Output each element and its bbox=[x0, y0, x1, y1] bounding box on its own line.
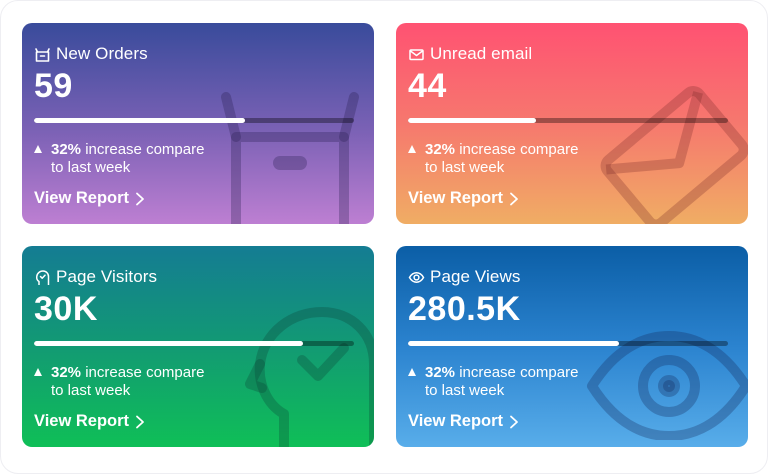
stat-label: increase compare bbox=[459, 364, 579, 381]
stat-label-2: to last week bbox=[425, 382, 505, 399]
stat-label-2: to last week bbox=[425, 159, 505, 176]
stat-percent: 32% bbox=[51, 141, 82, 158]
card-value: 59 bbox=[34, 67, 73, 105]
stat-label-2: to last week bbox=[51, 159, 131, 176]
card-value: 30K bbox=[34, 290, 98, 328]
card-value: 44 bbox=[408, 67, 447, 105]
stat-percent: 32% bbox=[51, 364, 82, 381]
chevron-right-icon bbox=[510, 415, 518, 428]
progress-bar bbox=[34, 118, 354, 123]
card-title: Page Visitors bbox=[56, 267, 158, 286]
view-report-link[interactable]: View Report bbox=[34, 412, 145, 431]
arrow-up-icon bbox=[34, 145, 42, 153]
chevron-right-icon bbox=[510, 192, 518, 205]
progress-fill bbox=[34, 341, 303, 346]
stat-text: 32% increase compare to last week bbox=[408, 141, 648, 177]
basket-icon bbox=[35, 47, 50, 62]
card-title: Unread email bbox=[430, 44, 533, 63]
view-report-label: View Report bbox=[34, 189, 130, 207]
card-value: 280.5K bbox=[408, 290, 521, 328]
stat-text: 32% increase compare to last week bbox=[34, 141, 274, 177]
arrow-up-icon bbox=[408, 145, 416, 153]
stat-percent: 32% bbox=[425, 364, 456, 381]
head-check-icon bbox=[35, 269, 50, 285]
eye-icon bbox=[408, 271, 425, 283]
view-report-link[interactable]: View Report bbox=[34, 189, 145, 208]
card-page-visitors: Page Visitors 30K 32% increase compare t… bbox=[22, 246, 374, 447]
view-report-link[interactable]: View Report bbox=[408, 189, 519, 208]
view-report-link[interactable]: View Report bbox=[408, 412, 519, 431]
view-report-label: View Report bbox=[408, 189, 504, 207]
arrow-up-icon bbox=[34, 368, 42, 376]
stat-percent: 32% bbox=[425, 141, 456, 158]
progress-fill bbox=[408, 341, 620, 346]
stat-label: increase compare bbox=[85, 364, 205, 381]
chevron-right-icon bbox=[136, 192, 144, 205]
stat-label: increase compare bbox=[85, 141, 205, 158]
stat-label-2: to last week bbox=[51, 382, 131, 399]
chevron-right-icon bbox=[136, 415, 144, 428]
card-page-views: Page Views 280.5K 32% increase compare t… bbox=[396, 246, 748, 447]
stat-text: 32% increase compare to last week bbox=[34, 364, 274, 400]
card-new-orders: New Orders 59 32% increase compare to la… bbox=[22, 23, 374, 224]
arrow-up-icon bbox=[408, 368, 416, 376]
card-unread-email: Unread email 44 32% increase compare to … bbox=[396, 23, 748, 224]
progress-fill bbox=[34, 118, 246, 123]
envelope-icon bbox=[409, 48, 424, 60]
stat-text: 32% increase compare to last week bbox=[408, 364, 648, 400]
view-report-label: View Report bbox=[34, 412, 130, 430]
progress-bar bbox=[34, 341, 354, 346]
progress-bar bbox=[408, 341, 728, 346]
card-title: New Orders bbox=[56, 44, 148, 63]
progress-fill bbox=[408, 118, 536, 123]
progress-bar bbox=[408, 118, 728, 123]
view-report-label: View Report bbox=[408, 412, 504, 430]
stat-label: increase compare bbox=[459, 141, 579, 158]
card-title: Page Views bbox=[430, 267, 521, 286]
